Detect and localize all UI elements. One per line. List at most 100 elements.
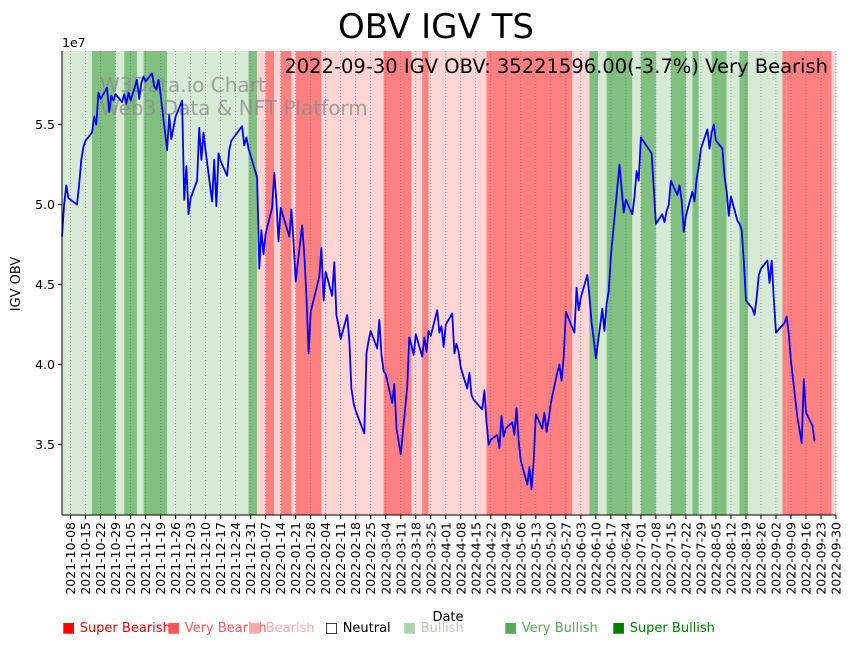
- y-tick-label: 4.5: [35, 277, 55, 292]
- x-tick-label: 2021-11-19: [153, 522, 168, 595]
- band-0: [62, 51, 93, 515]
- x-tick-label: 2021-12-03: [183, 522, 198, 595]
- legend-swatch-icon: □: [325, 620, 343, 636]
- x-tick-label: 2021-10-08: [63, 522, 78, 595]
- band-31: [692, 51, 699, 515]
- band-10: [265, 51, 275, 515]
- band-12: [280, 51, 292, 515]
- x-tick-label: 2022-06-17: [603, 522, 618, 595]
- legend-swatch-icon: ■: [403, 620, 421, 636]
- x-tick-label: 2022-09-23: [813, 522, 828, 595]
- band-36: [748, 51, 783, 515]
- band-5: [143, 51, 168, 515]
- x-tick-label: 2022-08-19: [738, 522, 753, 595]
- chart-annotation: 2022-09-30 IGV OBV: 35221596.00(-3.7%) V…: [284, 55, 828, 78]
- y-tick-label: 5.0: [35, 197, 55, 212]
- band-29: [670, 51, 686, 515]
- x-tick-label: 2021-12-17: [213, 522, 228, 595]
- x-tick-label: 2022-03-11: [393, 522, 408, 595]
- band-39: [831, 51, 836, 515]
- legend-swatch-icon: ■: [504, 620, 522, 636]
- band-30: [685, 51, 693, 515]
- obv-series: [61, 72, 816, 491]
- band-20: [486, 51, 536, 515]
- x-tick-label: 2021-12-10: [198, 522, 213, 595]
- chart-title: OBV IGV TS: [338, 7, 534, 47]
- band-32: [698, 51, 712, 515]
- x-tick-label: 2022-03-04: [378, 522, 393, 595]
- legend-label: Super Bullish: [629, 621, 715, 636]
- band-27: [640, 51, 656, 515]
- band-23: [589, 51, 599, 515]
- band-7: [182, 51, 249, 515]
- band-2: [115, 51, 125, 515]
- band-16: [383, 51, 412, 515]
- x-tick-label: 2022-04-29: [498, 522, 513, 595]
- signal-legend: ■ Super Bearish ■ Very Bearish ■ Bearish □ …: [62, 620, 842, 638]
- band-19: [428, 51, 487, 515]
- legend-item: ■ Super Bullish: [612, 620, 715, 636]
- x-tick-label: 2022-02-18: [348, 522, 363, 595]
- x-tick-label: 2022-08-26: [753, 522, 768, 595]
- band-11: [274, 51, 281, 515]
- x-tick-label: 2021-10-29: [108, 522, 123, 595]
- x-tick-label: 2021-12-31: [243, 522, 258, 595]
- x-tick-label: 2021-11-12: [138, 522, 153, 595]
- legend-label: Very Bullish: [521, 621, 598, 636]
- vertical-gridlines: [70, 51, 837, 515]
- x-tick-label: 2022-08-12: [723, 522, 738, 595]
- x-tick-label: 2022-02-25: [363, 522, 378, 595]
- legend-label: Very Bearish: [184, 621, 267, 636]
- legend-swatch-icon: ■: [167, 620, 185, 636]
- x-ticks: 2021-10-08 2021-10-15 2021-10-22 2021-10-29…: [63, 515, 844, 595]
- x-tick-label: 2021-10-22: [93, 522, 108, 595]
- x-tick-label: 2022-06-10: [588, 522, 603, 595]
- signal-bands: [62, 51, 836, 515]
- band-6: [167, 51, 183, 515]
- x-tick-label: 2022-06-03: [573, 522, 588, 595]
- x-tick-label: 2022-05-13: [528, 522, 543, 595]
- legend-swatch-icon: ■: [612, 620, 630, 636]
- x-tick-label: 2022-07-01: [633, 522, 648, 595]
- band-4: [137, 51, 144, 515]
- band-26: [632, 51, 641, 515]
- legend-item: ■ Super Bearish: [62, 620, 171, 636]
- band-37: [782, 51, 787, 515]
- band-18: [422, 51, 429, 515]
- band-21: [535, 51, 573, 515]
- x-tick-label: 2022-09-16: [798, 522, 813, 595]
- band-33: [711, 51, 727, 515]
- series-line-0: [61, 72, 816, 491]
- legend-swatch-icon: ■: [62, 620, 80, 636]
- x-tick-label: 2021-11-26: [168, 522, 183, 595]
- legend-label: Bearish: [265, 621, 315, 636]
- x-tick-label: 2021-11-05: [123, 522, 138, 595]
- x-tick-label: 2022-02-04: [318, 522, 333, 595]
- x-tick-label: 2022-05-27: [558, 522, 573, 595]
- x-tick-label: 2021-12-24: [228, 522, 243, 595]
- band-28: [655, 51, 671, 515]
- x-tick-label: 2022-03-25: [423, 522, 438, 595]
- band-15: [321, 51, 384, 515]
- watermark: W3Data.io Chart Web3 Data & NFT Platform: [100, 73, 368, 120]
- y-tick-label: 3.5: [35, 437, 55, 452]
- x-tick-label: 2022-07-22: [678, 522, 693, 595]
- y-axis-label: IGV OBV: [9, 257, 24, 312]
- y-multiplier: 1e7: [62, 35, 86, 50]
- x-tick-label: 2022-01-14: [273, 522, 288, 595]
- legend-label: Bullish: [420, 621, 464, 636]
- watermark-line-1: W3Data.io Chart: [100, 73, 266, 97]
- x-tick-label: 2022-01-21: [288, 522, 303, 595]
- x-tick-label: 2022-09-30: [829, 522, 844, 595]
- x-tick-label: 2022-09-09: [783, 522, 798, 595]
- x-tick-label: 2022-05-06: [513, 522, 528, 595]
- x-tick-label: 2022-07-15: [663, 522, 678, 595]
- band-13: [291, 51, 296, 515]
- band-9: [257, 51, 266, 515]
- y-tick-label: 4.0: [35, 357, 55, 372]
- band-1: [92, 51, 116, 515]
- y-ticks: 3.5 4.0 4.5 5.0 5.5: [35, 117, 62, 452]
- x-tick-label: 2022-02-11: [333, 522, 348, 595]
- legend-label: Neutral: [342, 621, 391, 636]
